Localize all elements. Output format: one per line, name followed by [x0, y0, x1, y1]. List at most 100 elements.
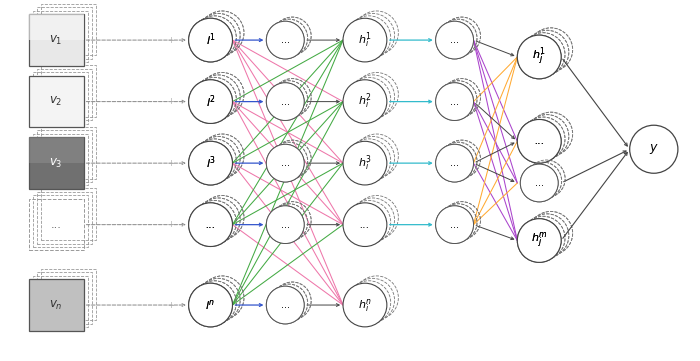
Text: +: +	[167, 301, 174, 309]
Circle shape	[343, 80, 387, 123]
Text: ...: ...	[450, 219, 459, 230]
Circle shape	[188, 203, 232, 247]
Text: ...: ...	[450, 97, 459, 106]
Text: +: +	[167, 36, 174, 45]
Circle shape	[517, 219, 561, 262]
Circle shape	[520, 164, 558, 202]
Circle shape	[266, 83, 304, 121]
Circle shape	[435, 206, 473, 244]
Circle shape	[188, 141, 232, 185]
Text: ...: ...	[534, 136, 545, 146]
Text: $l^3$: $l^3$	[206, 155, 216, 171]
Text: +: +	[167, 158, 174, 168]
Circle shape	[266, 206, 304, 244]
Text: $l^1$: $l^1$	[206, 32, 216, 48]
Circle shape	[188, 141, 232, 185]
Circle shape	[517, 119, 561, 163]
Text: ...: ...	[281, 219, 290, 230]
Text: $h_i^n$: $h_i^n$	[358, 296, 372, 314]
Text: ...: ...	[205, 219, 216, 230]
Text: +: +	[167, 220, 174, 229]
Text: ...: ...	[360, 219, 370, 230]
Text: $l^2$: $l^2$	[206, 93, 216, 110]
Text: $v_2$: $v_2$	[50, 95, 63, 108]
Text: ...: ...	[450, 35, 459, 45]
FancyBboxPatch shape	[29, 137, 83, 163]
Circle shape	[266, 83, 304, 121]
Text: ...: ...	[281, 300, 290, 310]
Text: ...: ...	[450, 219, 459, 230]
Circle shape	[188, 283, 232, 327]
FancyBboxPatch shape	[29, 279, 83, 331]
Text: ...: ...	[281, 158, 290, 168]
Text: $l^n$: $l^n$	[205, 298, 216, 312]
Circle shape	[435, 144, 473, 182]
Text: ...: ...	[535, 178, 544, 188]
Text: $h_i^2$: $h_i^2$	[358, 92, 372, 112]
Text: $h_j^m$: $h_j^m$	[531, 231, 547, 250]
Circle shape	[517, 35, 561, 79]
Text: $h_i^1$: $h_i^1$	[358, 30, 372, 50]
Circle shape	[435, 83, 473, 121]
Circle shape	[188, 283, 232, 327]
Text: ...: ...	[450, 158, 459, 168]
Text: ...: ...	[281, 97, 290, 106]
Circle shape	[266, 144, 304, 182]
Circle shape	[343, 18, 387, 62]
Text: ...: ...	[281, 97, 290, 106]
Circle shape	[266, 144, 304, 182]
Circle shape	[343, 141, 387, 185]
Text: $h_j^1$: $h_j^1$	[532, 46, 546, 68]
FancyBboxPatch shape	[29, 14, 83, 66]
Circle shape	[435, 83, 473, 121]
Text: $l^2$: $l^2$	[206, 93, 216, 110]
Circle shape	[188, 203, 232, 247]
Text: $l^3$: $l^3$	[206, 155, 216, 171]
Text: ...: ...	[534, 136, 545, 146]
Circle shape	[517, 219, 561, 262]
Circle shape	[517, 35, 561, 79]
Text: ...: ...	[281, 219, 290, 230]
Circle shape	[266, 21, 304, 59]
Circle shape	[435, 21, 473, 59]
Text: ...: ...	[205, 219, 216, 230]
FancyBboxPatch shape	[29, 14, 83, 40]
Text: $v_3$: $v_3$	[50, 157, 63, 170]
Text: ...: ...	[281, 35, 290, 45]
Circle shape	[266, 21, 304, 59]
Circle shape	[517, 119, 561, 163]
Circle shape	[188, 80, 232, 123]
Circle shape	[435, 206, 473, 244]
Text: $v_1$: $v_1$	[50, 34, 63, 47]
Text: $h_j^m$: $h_j^m$	[531, 231, 547, 250]
Circle shape	[630, 125, 678, 173]
Circle shape	[435, 21, 473, 59]
Text: $h_i^3$: $h_i^3$	[358, 153, 372, 173]
Text: $l^1$: $l^1$	[206, 32, 216, 48]
Circle shape	[188, 80, 232, 123]
FancyBboxPatch shape	[29, 137, 83, 189]
FancyBboxPatch shape	[29, 76, 83, 127]
Circle shape	[343, 283, 387, 327]
Text: ...: ...	[450, 35, 459, 45]
Circle shape	[266, 206, 304, 244]
Text: +: +	[167, 97, 174, 106]
Text: ...: ...	[450, 158, 459, 168]
Text: ...: ...	[281, 158, 290, 168]
Circle shape	[343, 203, 387, 247]
Circle shape	[188, 18, 232, 62]
Circle shape	[266, 286, 304, 324]
Text: ...: ...	[50, 219, 62, 230]
Text: $y$: $y$	[649, 142, 659, 156]
Circle shape	[188, 18, 232, 62]
Text: ...: ...	[281, 300, 290, 310]
Text: $v_n$: $v_n$	[50, 299, 63, 312]
Text: $l^n$: $l^n$	[205, 298, 216, 312]
Text: $h_j^1$: $h_j^1$	[532, 46, 546, 68]
Circle shape	[435, 144, 473, 182]
Text: ...: ...	[281, 35, 290, 45]
Text: ...: ...	[450, 97, 459, 106]
Text: ...: ...	[535, 178, 544, 188]
Circle shape	[520, 164, 558, 202]
Circle shape	[266, 286, 304, 324]
